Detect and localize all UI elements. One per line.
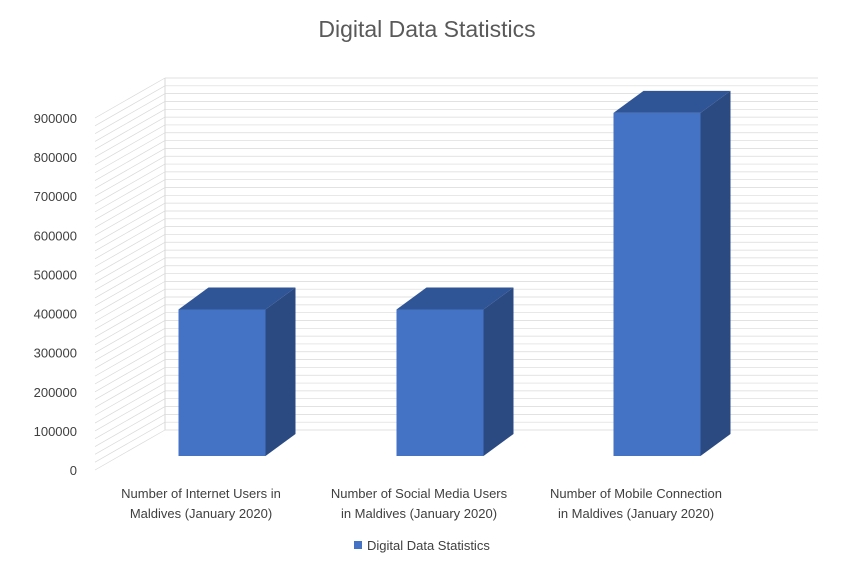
gridline-diagonal	[94, 382, 166, 424]
bar	[178, 309, 266, 456]
gridline-diagonal	[94, 187, 166, 228]
legend-label: Digital Data Statistics	[367, 538, 490, 553]
gridline-diagonal	[94, 101, 166, 142]
x-category-label: in Maldives (January 2020)	[558, 506, 714, 521]
gridline-diagonal	[94, 210, 166, 252]
gridline-diagonal	[94, 406, 166, 447]
x-axis-labels: Number of Internet Users in Maldives (Jan…	[121, 486, 722, 521]
bar-top	[396, 287, 514, 310]
gridline-diagonal	[94, 359, 166, 400]
x-category-label: Number of Mobile Connection	[550, 486, 722, 501]
gridline-diagonal	[94, 202, 166, 244]
gridline-diagonal	[94, 304, 166, 346]
gridline-diagonal	[94, 257, 166, 299]
gridline-diagonal	[94, 296, 166, 338]
legend-swatch	[354, 541, 362, 549]
gridline-diagonal	[94, 155, 166, 197]
gridline-diagonal	[94, 132, 166, 174]
y-tick-label: 600000	[34, 228, 77, 243]
x-category-label: Maldives (January 2020)	[130, 506, 272, 521]
bar-top	[613, 90, 731, 113]
gridline-diagonal	[94, 265, 166, 307]
gridline-diagonal	[94, 335, 166, 377]
gridline-diagonal	[94, 140, 166, 181]
gridline-diagonal	[94, 421, 166, 463]
gridline-diagonal	[94, 234, 166, 275]
gridline-diagonal	[94, 241, 166, 283]
gridline-diagonal	[94, 195, 166, 236]
gridline-diagonal	[94, 429, 166, 471]
gridline-diagonal	[94, 163, 166, 205]
y-tick-label: 700000	[34, 189, 77, 204]
bar-side	[483, 287, 514, 456]
bar-side	[700, 90, 731, 456]
gridline-diagonal	[94, 281, 166, 322]
gridline-diagonal	[94, 148, 166, 189]
gridline-diagonal	[94, 108, 166, 150]
gridline-diagonal	[94, 273, 166, 314]
chart-title: Digital Data Statistics	[318, 16, 535, 42]
legend: Digital Data Statistics	[354, 538, 490, 553]
gridline-diagonal	[94, 390, 166, 432]
gridline-diagonal	[94, 85, 166, 127]
gridline-diagonal	[94, 343, 166, 385]
gridline-diagonal	[94, 249, 166, 291]
gridline-diagonal	[94, 328, 166, 369]
x-category-label: Number of Internet Users in	[121, 486, 281, 501]
y-tick-label: 800000	[34, 150, 77, 165]
gridline-diagonal	[94, 312, 166, 353]
y-tick-label: 300000	[34, 346, 77, 361]
y-axis-ticks: 0 100000 200000 300000 400000 500000 600000 700…	[34, 111, 77, 478]
gridline-diagonal	[94, 351, 166, 393]
gridline-diagonal	[94, 320, 166, 361]
y-tick-label: 500000	[34, 267, 77, 282]
gridline-diagonal	[94, 414, 166, 455]
gridline-diagonal	[94, 218, 166, 260]
y-tick-label: 0	[70, 463, 77, 478]
gridline-diagonal	[94, 171, 166, 213]
gridline-diagonal	[94, 93, 166, 134]
y-tick-label: 400000	[34, 307, 77, 322]
bar	[396, 309, 484, 456]
gridline-diagonal	[94, 288, 166, 330]
bar	[613, 112, 701, 456]
y-tick-label: 100000	[34, 424, 77, 439]
bars	[178, 90, 731, 456]
gridline-diagonal	[94, 374, 166, 416]
gridline-diagonal	[94, 226, 166, 267]
gridline-diagonal	[94, 367, 166, 408]
bar-side	[265, 287, 296, 456]
gridline-diagonal	[94, 179, 166, 220]
x-category-label: Number of Social Media Users	[331, 486, 508, 501]
bar-top	[178, 287, 296, 310]
x-category-label: in Maldives (January 2020)	[341, 506, 497, 521]
gridline-diagonal	[94, 398, 166, 440]
gridline-diagonal	[94, 77, 166, 119]
y-tick-label: 900000	[34, 111, 77, 126]
y-tick-label: 200000	[34, 385, 77, 400]
gridline-diagonal	[94, 124, 166, 166]
gridline-diagonal	[94, 116, 166, 158]
